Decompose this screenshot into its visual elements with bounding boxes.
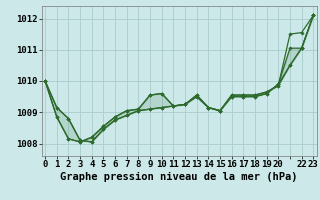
X-axis label: Graphe pression niveau de la mer (hPa): Graphe pression niveau de la mer (hPa) [60, 172, 298, 182]
